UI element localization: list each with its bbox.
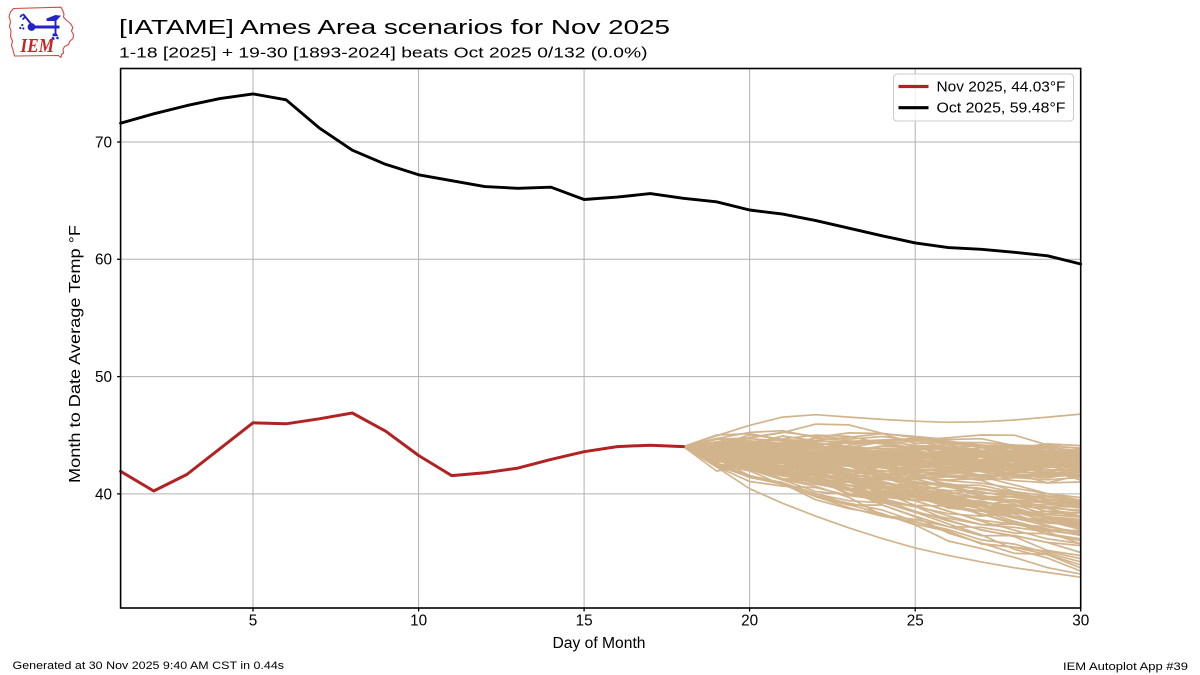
svg-text:40: 40 [95,486,112,503]
svg-text:Month to Date Average Temp °F: Month to Date Average Temp °F [67,225,84,483]
svg-text:IEM: IEM [20,35,55,57]
svg-text:25: 25 [907,613,924,630]
svg-text:15: 15 [576,613,593,630]
svg-text:20: 20 [741,613,758,630]
svg-text:70: 70 [95,134,112,151]
svg-text:60: 60 [95,252,112,269]
svg-text:30: 30 [1072,613,1089,630]
svg-text:5: 5 [249,613,258,630]
svg-text:10: 10 [410,613,427,630]
svg-text:Day of Month: Day of Month [553,635,646,652]
svg-text:Nov 2025, 44.03°F: Nov 2025, 44.03°F [937,78,1066,95]
svg-text:Oct 2025, 59.48°F: Oct 2025, 59.48°F [937,100,1066,117]
svg-text:IEM Autoplot App #39: IEM Autoplot App #39 [1063,661,1188,673]
svg-text:50: 50 [95,369,112,386]
svg-text:[IATAME] Ames Area scenarios f: [IATAME] Ames Area scenarios for Nov 202… [119,16,670,39]
svg-text:Generated at 30 Nov 2025 9:40: Generated at 30 Nov 2025 9:40 AM CST in … [13,660,285,672]
svg-text:1-18 [2025] + 19-30 [1893-2024: 1-18 [2025] + 19-30 [1893-2024] beats Oc… [119,46,648,62]
